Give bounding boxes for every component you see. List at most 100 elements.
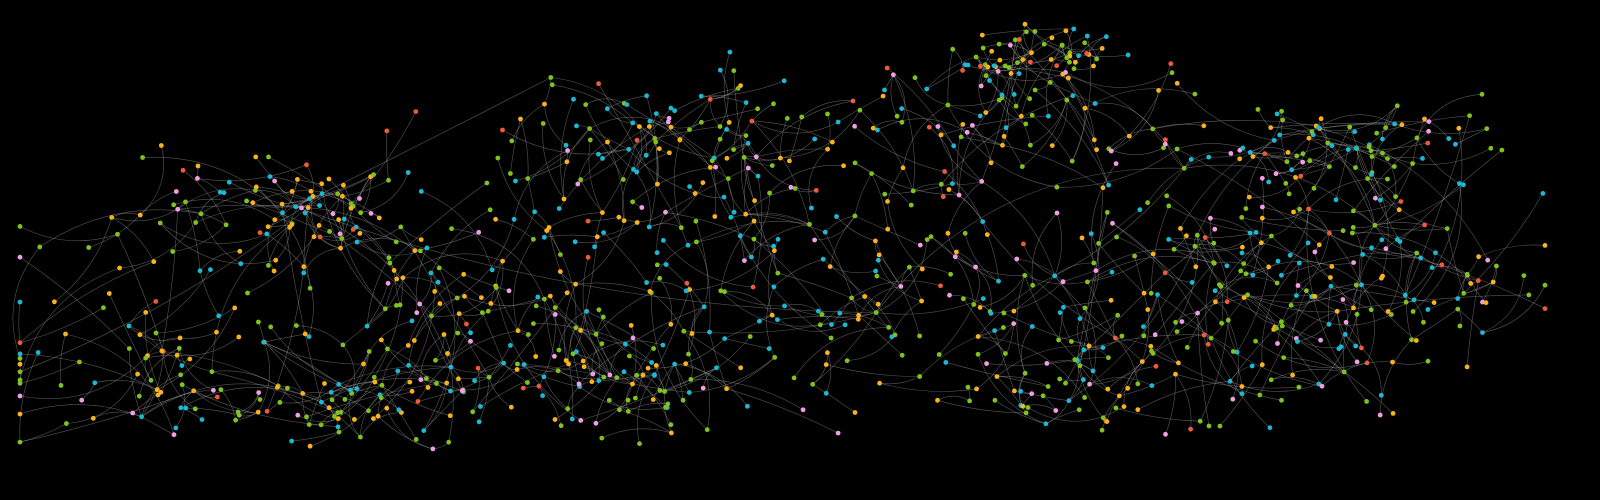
graph-node-cyan[interactable] xyxy=(521,362,527,367)
graph-node-red[interactable] xyxy=(1153,363,1159,369)
graph-node-amber[interactable] xyxy=(412,248,418,254)
graph-node-cyan[interactable] xyxy=(924,86,930,92)
graph-node-amber[interactable] xyxy=(341,182,346,188)
graph-node-cyan[interactable] xyxy=(216,313,222,319)
graph-node-green[interactable] xyxy=(1023,121,1029,127)
graph-node-cyan[interactable] xyxy=(1239,250,1245,256)
graph-node-green[interactable] xyxy=(424,376,429,381)
graph-node-green[interactable] xyxy=(1067,59,1072,65)
graph-node-green[interactable] xyxy=(193,220,199,225)
graph-node-green[interactable] xyxy=(1022,370,1028,376)
graph-node-cyan[interactable] xyxy=(1296,260,1302,266)
graph-node-pink[interactable] xyxy=(576,381,582,387)
graph-node-green[interactable] xyxy=(1353,165,1358,171)
graph-node-green[interactable] xyxy=(1243,206,1249,212)
graph-node-pink[interactable] xyxy=(952,254,958,260)
graph-node-green[interactable] xyxy=(996,97,1002,103)
graph-node-amber[interactable] xyxy=(372,379,378,385)
graph-node-green[interactable] xyxy=(769,163,775,169)
graph-node-green[interactable] xyxy=(1294,153,1300,159)
graph-node-amber[interactable] xyxy=(1184,233,1189,239)
graph-node-cyan[interactable] xyxy=(448,364,454,370)
graph-node-cyan[interactable] xyxy=(1378,197,1383,203)
graph-node-green[interactable] xyxy=(1311,185,1317,191)
graph-node-green[interactable] xyxy=(1257,392,1263,398)
graph-node-cyan[interactable] xyxy=(1455,296,1461,301)
graph-node-amber[interactable] xyxy=(1246,194,1252,200)
graph-node-pink[interactable] xyxy=(79,397,85,403)
graph-node-cyan[interactable] xyxy=(183,405,189,411)
graph-node-green[interactable] xyxy=(327,229,332,234)
graph-node-amber[interactable] xyxy=(352,417,357,422)
graph-node-cyan[interactable] xyxy=(977,113,983,119)
graph-node-cyan[interactable] xyxy=(1240,145,1246,151)
graph-node-amber[interactable] xyxy=(938,132,944,138)
graph-node-green[interactable] xyxy=(1113,405,1119,411)
graph-node-cyan[interactable] xyxy=(701,304,707,310)
graph-node-amber[interactable] xyxy=(1399,122,1405,128)
graph-node-amber[interactable] xyxy=(379,337,384,343)
graph-node-green[interactable] xyxy=(1284,159,1290,165)
graph-node-pink[interactable] xyxy=(745,165,751,171)
graph-node-cyan[interactable] xyxy=(1224,263,1230,269)
graph-node-green[interactable] xyxy=(1192,243,1198,249)
graph-node-pink[interactable] xyxy=(956,192,962,198)
graph-node-green[interactable] xyxy=(318,422,324,428)
graph-node-red[interactable] xyxy=(1422,222,1427,228)
graph-node-green[interactable] xyxy=(1488,145,1494,151)
graph-node-pink[interactable] xyxy=(1063,70,1068,75)
graph-node-amber[interactable] xyxy=(752,198,757,204)
graph-node-amber[interactable] xyxy=(1306,135,1312,141)
graph-node-cyan[interactable] xyxy=(1106,182,1111,188)
graph-node-amber[interactable] xyxy=(946,187,952,192)
graph-node-green[interactable] xyxy=(1347,124,1353,130)
graph-node-green[interactable] xyxy=(1239,215,1245,220)
graph-node-amber[interactable] xyxy=(106,291,112,296)
graph-node-amber[interactable] xyxy=(561,196,567,202)
graph-node-cyan[interactable] xyxy=(179,363,185,368)
graph-node-amber[interactable] xyxy=(1000,142,1005,148)
graph-node-amber[interactable] xyxy=(751,218,757,224)
graph-node-red[interactable] xyxy=(264,408,270,414)
graph-node-cyan[interactable] xyxy=(1275,258,1281,264)
graph-node-pink[interactable] xyxy=(1354,359,1360,365)
graph-node-green[interactable] xyxy=(936,352,942,357)
graph-node-green[interactable] xyxy=(653,139,659,145)
graph-node-amber[interactable] xyxy=(432,289,438,294)
graph-node-green[interactable] xyxy=(908,202,914,208)
graph-node-red[interactable] xyxy=(978,63,983,69)
graph-node-amber[interactable] xyxy=(738,365,744,371)
graph-node-amber[interactable] xyxy=(1100,185,1106,191)
graph-node-amber[interactable] xyxy=(1001,134,1007,139)
graph-node-cyan[interactable] xyxy=(532,209,537,215)
graph-node-amber[interactable] xyxy=(1259,362,1265,368)
graph-node-red[interactable] xyxy=(1054,63,1059,69)
graph-node-green[interactable] xyxy=(17,369,23,375)
graph-node-cyan[interactable] xyxy=(1326,321,1332,327)
graph-node-cyan[interactable] xyxy=(882,87,887,93)
graph-node-red[interactable] xyxy=(749,118,755,124)
graph-node-green[interactable] xyxy=(599,435,605,441)
graph-node-green[interactable] xyxy=(245,290,250,296)
graph-node-red[interactable] xyxy=(1364,360,1370,366)
graph-node-pink[interactable] xyxy=(788,184,794,190)
graph-node-green[interactable] xyxy=(852,160,858,166)
graph-node-cyan[interactable] xyxy=(418,189,424,194)
graph-node-cyan[interactable] xyxy=(1247,150,1253,155)
graph-node-cyan[interactable] xyxy=(364,323,370,329)
graph-node-amber[interactable] xyxy=(724,386,729,392)
graph-node-cyan[interactable] xyxy=(1392,121,1397,127)
graph-node-amber[interactable] xyxy=(668,321,674,327)
graph-node-amber[interactable] xyxy=(361,361,366,367)
graph-node-cyan[interactable] xyxy=(319,191,325,197)
graph-node-cyan[interactable] xyxy=(643,152,649,158)
graph-node-amber[interactable] xyxy=(348,205,354,211)
graph-node-pink[interactable] xyxy=(1351,260,1356,265)
graph-node-green[interactable] xyxy=(924,237,930,243)
graph-node-red[interactable] xyxy=(1425,140,1431,146)
graph-node-pink[interactable] xyxy=(1044,361,1050,366)
graph-node-amber[interactable] xyxy=(677,137,683,143)
graph-node-green[interactable] xyxy=(178,372,184,378)
graph-node-cyan[interactable] xyxy=(1378,392,1384,398)
graph-node-amber[interactable] xyxy=(573,281,578,287)
